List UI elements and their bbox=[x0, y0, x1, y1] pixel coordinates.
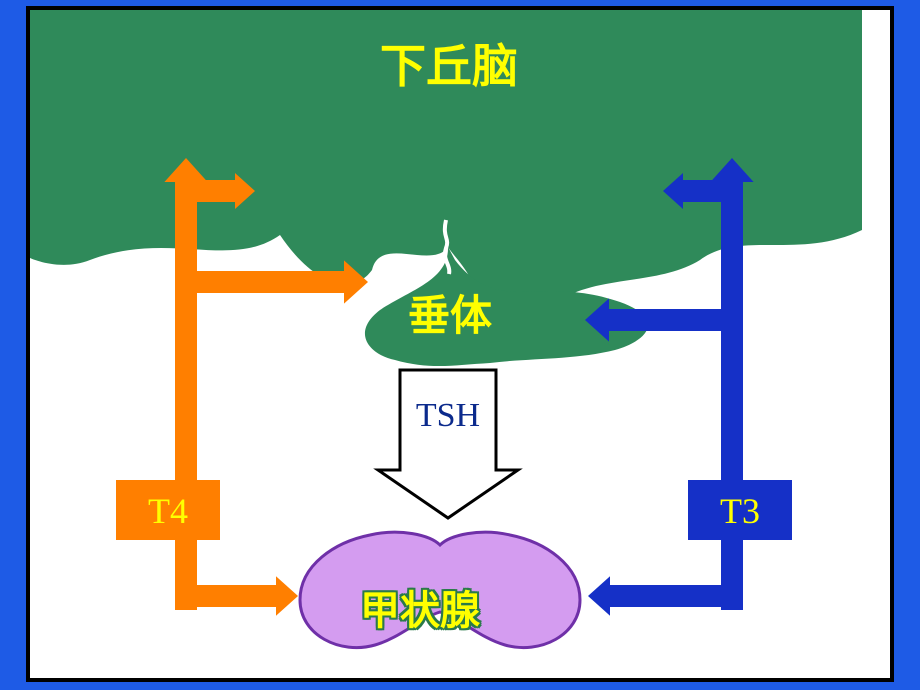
diagram-canvas: 下丘脑 垂体 甲状腺 TSH T4 T3 bbox=[0, 0, 920, 690]
hypothalamus-label: 下丘脑 bbox=[380, 30, 518, 96]
t4-label: T4 bbox=[116, 490, 220, 532]
pituitary-label: 垂体 bbox=[408, 282, 492, 343]
t3-vertical-icon bbox=[721, 180, 743, 610]
t4-vertical-icon bbox=[175, 180, 197, 610]
thyroid-label: 甲状腺 bbox=[360, 578, 480, 636]
t3-label: T3 bbox=[688, 490, 792, 532]
tsh-label: TSH bbox=[400, 397, 496, 435]
